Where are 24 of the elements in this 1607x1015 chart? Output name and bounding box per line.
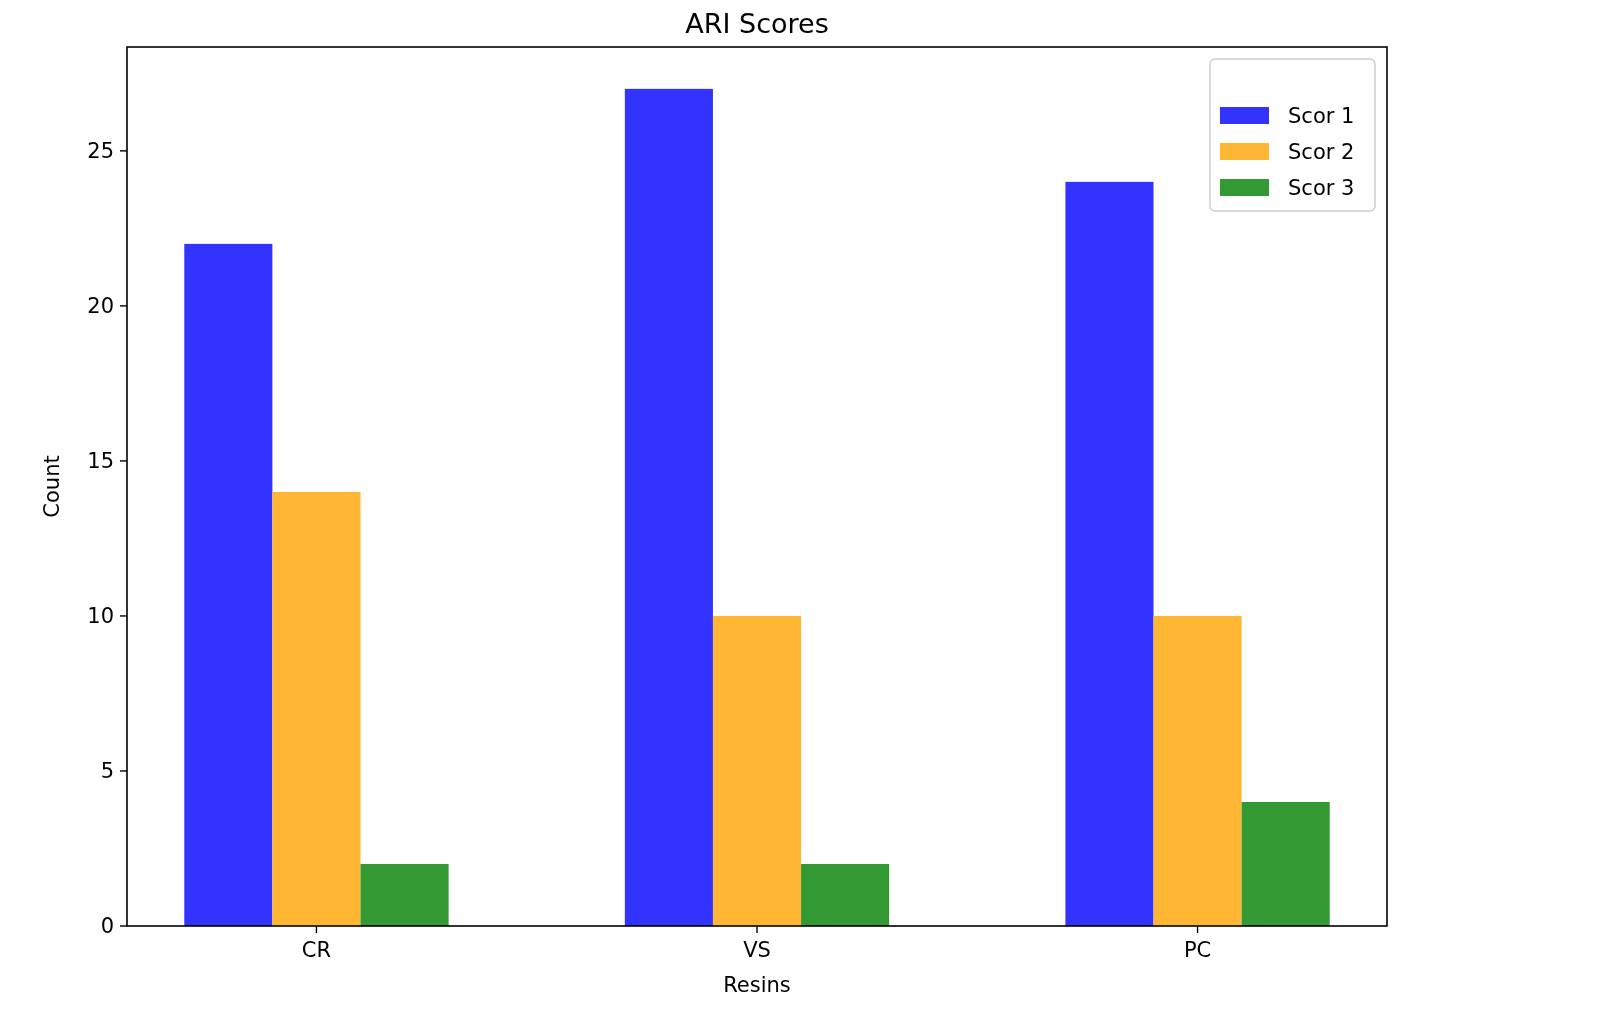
- chart-title: ARI Scores: [685, 8, 829, 39]
- bar: [624, 88, 713, 926]
- bar: [360, 863, 449, 926]
- x-tick-label: PC: [1183, 938, 1212, 962]
- bar: [1241, 801, 1330, 926]
- x-axis-title: Resins: [723, 973, 791, 997]
- y-axis-title: Count: [40, 455, 64, 518]
- y-tick-label: 10: [87, 604, 114, 629]
- x-tick-label: VS: [743, 938, 771, 962]
- y-tick-label: 15: [87, 449, 114, 474]
- bar: [801, 863, 890, 926]
- legend-label: Scor 1: [1288, 104, 1355, 129]
- y-tick-label: 20: [87, 294, 114, 319]
- bar: [1065, 181, 1154, 926]
- bar: [272, 491, 361, 926]
- bar: [184, 243, 273, 926]
- y-tick-label: 25: [87, 139, 114, 164]
- x-tick-label: CR: [301, 938, 332, 962]
- y-tick-label: 5: [100, 759, 114, 784]
- bar: [1153, 615, 1242, 926]
- bar: [712, 615, 802, 926]
- y-tick-label: 0: [100, 914, 114, 939]
- legend-label: Scor 2: [1288, 140, 1355, 165]
- legend-label: Scor 3: [1288, 176, 1355, 201]
